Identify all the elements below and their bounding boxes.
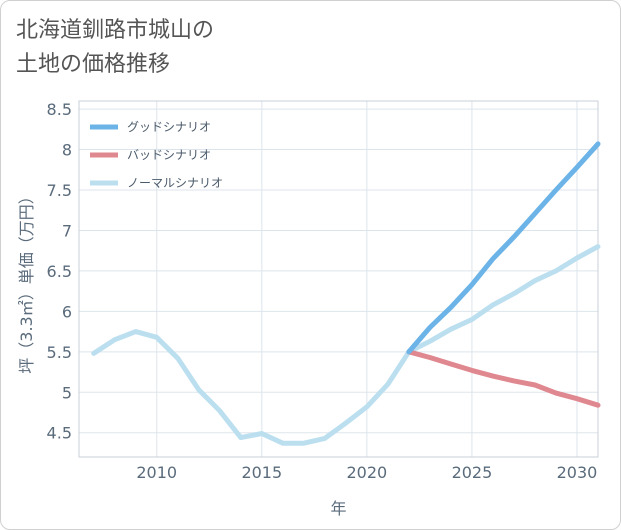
legend-label: グッドシナリオ	[127, 120, 211, 134]
x-axis: 2010 2015 2020 2025 2030	[136, 463, 597, 482]
y-tick-label: 6	[62, 302, 72, 321]
y-tick-label: 7.5	[47, 181, 72, 200]
y-tick-label: 5	[62, 383, 72, 402]
legend-label: ノーマルシナリオ	[127, 176, 223, 190]
y-tick-label: 8	[62, 141, 72, 160]
grid-lines	[79, 101, 598, 457]
y-axis: 4.5 5 5.5 6 6.5 7 7.5 8 8.5	[47, 100, 72, 443]
series-lines	[91, 141, 601, 446]
y-tick-label: 7	[62, 221, 72, 240]
legend-label: バッドシナリオ	[127, 148, 211, 162]
x-tick-label: 2030	[557, 463, 598, 482]
series-line-1	[406, 349, 601, 408]
y-tick-label: 8.5	[47, 100, 72, 119]
plot-area	[78, 100, 599, 458]
chart-title-line2: 土地の価格推移	[16, 52, 171, 77]
y-tick-label: 6.5	[47, 262, 72, 281]
y-axis-title: 坪（3.3㎡）単価（万円）	[17, 188, 36, 373]
chart-title: 北海道釧路市城山の 土地の価格推移	[16, 14, 576, 82]
y-tick-label: 4.5	[47, 424, 72, 443]
x-tick-label: 2020	[347, 463, 388, 482]
x-tick-label: 2015	[241, 463, 282, 482]
series-line-2	[91, 244, 601, 446]
y-tick-label: 5.5	[47, 343, 72, 362]
x-tick-label: 2025	[452, 463, 493, 482]
x-tick-label: 2010	[136, 463, 177, 482]
chart-title-line1: 北海道釧路市城山の	[16, 18, 215, 43]
x-axis-title: 年	[330, 499, 346, 518]
series-line-0	[406, 141, 601, 355]
